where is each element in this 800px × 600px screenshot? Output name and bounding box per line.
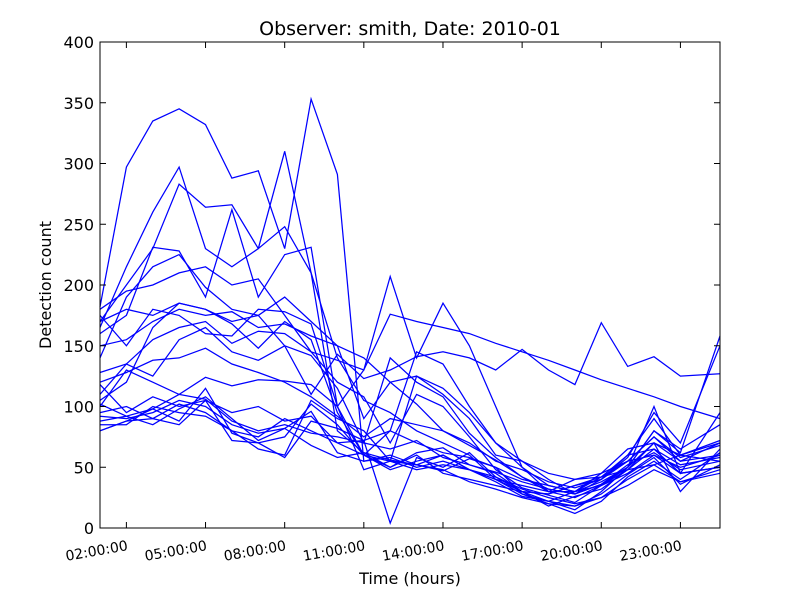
y-tick-label: 300	[63, 155, 94, 174]
series-line-11	[99, 326, 721, 493]
series-line-6	[99, 266, 721, 420]
y-tick-label: 400	[63, 33, 94, 52]
y-tick-label: 350	[63, 94, 94, 113]
series-line-13	[99, 399, 721, 505]
series-line-17	[100, 399, 721, 515]
series-line-18	[99, 384, 721, 525]
series-line-8	[99, 308, 721, 481]
series-line-10	[99, 302, 721, 495]
series-line-15	[99, 399, 721, 507]
series-line-1	[99, 96, 721, 502]
x-tick-label: 20:00:00	[539, 538, 604, 565]
series-line-22	[99, 347, 721, 495]
y-tick-label: 150	[63, 337, 94, 356]
series-line-4	[99, 207, 721, 499]
x-tick-label: 02:00:00	[64, 538, 129, 565]
x-tick-label: 08:00:00	[223, 538, 288, 565]
y-axis: 0 50 100 150 200 250 300 350 400	[63, 33, 720, 538]
series-layer	[99, 96, 721, 525]
chart-title: Observer: smith, Date: 2010-01	[259, 18, 561, 40]
y-tick-label: 100	[63, 398, 94, 417]
y-axis-label: Detection count	[36, 221, 55, 349]
x-axis-label: Time (hours)	[358, 569, 461, 588]
x-tick-label: 23:00:00	[618, 538, 683, 565]
y-tick-label: 0	[84, 519, 94, 538]
series-line-19	[99, 396, 721, 507]
x-tick-label: 17:00:00	[460, 538, 525, 565]
x-tick-label: 11:00:00	[302, 538, 367, 565]
series-line-7	[99, 302, 721, 396]
series-line-12	[99, 350, 721, 493]
x-tick-label: 14:00:00	[381, 538, 446, 565]
y-tick-label: 200	[63, 276, 94, 295]
series-line-21	[99, 308, 721, 495]
y-tick-label: 50	[74, 458, 94, 477]
x-tick-label: 05:00:00	[144, 538, 209, 565]
series-line-20	[99, 403, 721, 493]
y-tick-label: 250	[63, 215, 94, 234]
